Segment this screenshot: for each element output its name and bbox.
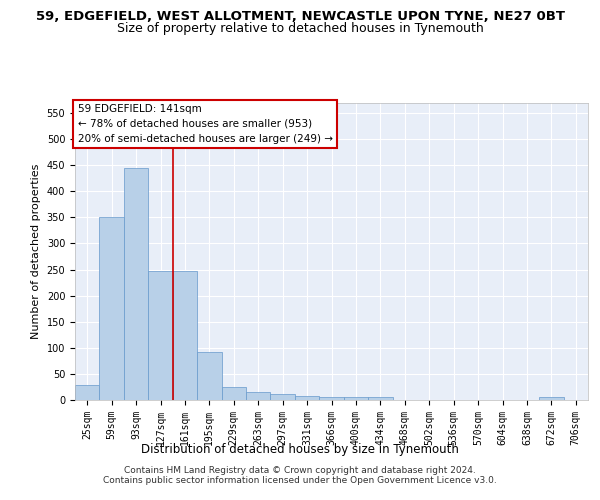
Bar <box>246 392 271 400</box>
Bar <box>221 387 246 400</box>
Y-axis label: Number of detached properties: Number of detached properties <box>31 164 41 339</box>
Bar <box>100 218 124 400</box>
Bar <box>271 394 295 400</box>
Text: Size of property relative to detached houses in Tynemouth: Size of property relative to detached ho… <box>116 22 484 35</box>
Bar <box>197 352 221 400</box>
Bar <box>75 386 100 400</box>
Bar <box>295 396 319 400</box>
Text: 59 EDGEFIELD: 141sqm
← 78% of detached houses are smaller (953)
20% of semi-deta: 59 EDGEFIELD: 141sqm ← 78% of detached h… <box>77 104 332 144</box>
Text: 59, EDGEFIELD, WEST ALLOTMENT, NEWCASTLE UPON TYNE, NE27 0BT: 59, EDGEFIELD, WEST ALLOTMENT, NEWCASTLE… <box>35 10 565 23</box>
Bar <box>368 398 392 400</box>
Bar <box>344 397 368 400</box>
Bar <box>539 398 563 400</box>
Bar <box>148 270 173 400</box>
Bar <box>124 168 148 400</box>
Text: Contains HM Land Registry data © Crown copyright and database right 2024.: Contains HM Land Registry data © Crown c… <box>124 466 476 475</box>
Text: Distribution of detached houses by size in Tynemouth: Distribution of detached houses by size … <box>141 442 459 456</box>
Bar <box>173 270 197 400</box>
Bar <box>319 397 344 400</box>
Text: Contains public sector information licensed under the Open Government Licence v3: Contains public sector information licen… <box>103 476 497 485</box>
